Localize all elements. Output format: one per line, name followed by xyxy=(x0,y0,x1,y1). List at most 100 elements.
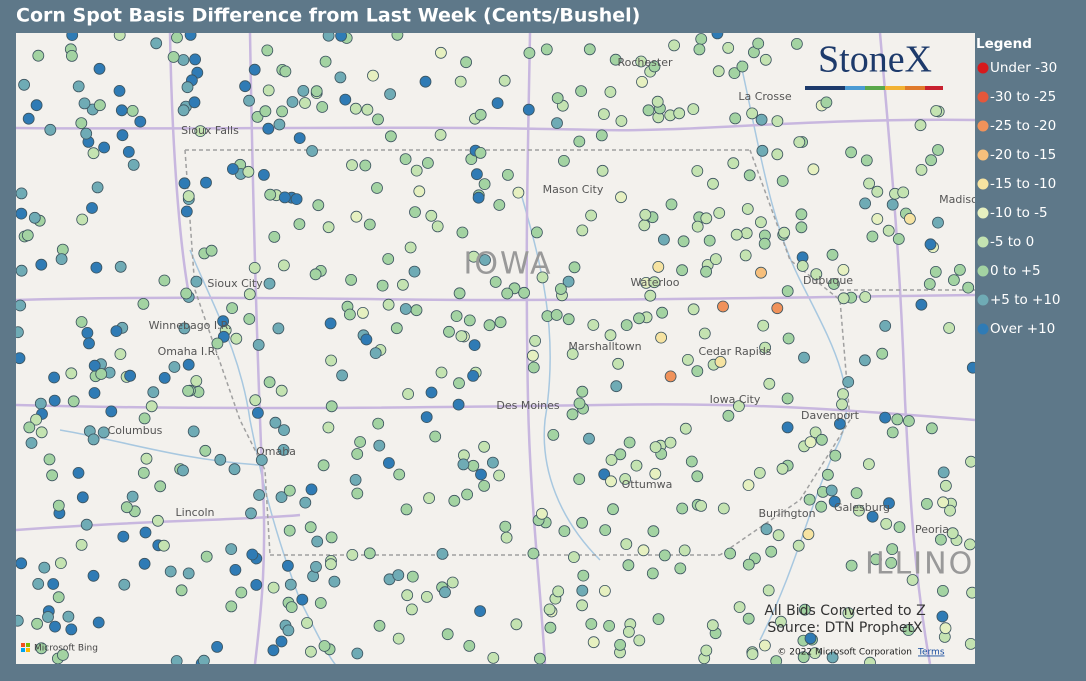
bid-dot xyxy=(410,304,423,317)
bid-dot xyxy=(259,105,272,118)
bid-dot xyxy=(46,469,58,482)
bid-dot xyxy=(91,181,104,194)
legend-swatch xyxy=(977,62,989,74)
bid-dot xyxy=(421,157,434,169)
bid-dot xyxy=(778,226,791,239)
bid-dot xyxy=(319,55,332,68)
ms-logo xyxy=(26,643,30,647)
legend-swatch xyxy=(977,149,989,161)
bid-dot xyxy=(740,227,753,240)
legend-label: Over +10 xyxy=(990,321,1055,337)
bid-dot xyxy=(182,190,195,203)
bid-dot xyxy=(30,99,43,112)
bid-dot xyxy=(771,302,784,315)
bid-dot xyxy=(691,365,704,378)
bid-dot xyxy=(880,518,893,530)
bid-dot xyxy=(771,148,784,161)
bid-dot xyxy=(646,567,659,580)
bid-dot xyxy=(510,618,523,631)
bid-dot xyxy=(248,63,261,76)
bid-dot xyxy=(382,457,395,469)
bid-dot xyxy=(886,543,899,555)
bid-dot xyxy=(318,640,331,652)
bid-dot xyxy=(16,352,26,365)
bid-dot xyxy=(637,544,650,557)
bid-dot xyxy=(404,241,417,254)
bid-dot xyxy=(610,380,623,393)
bid-dot xyxy=(145,400,158,413)
bid-dot xyxy=(361,103,374,116)
bid-dot xyxy=(35,258,48,271)
bid-dot xyxy=(229,564,242,576)
bid-dot xyxy=(105,405,118,418)
place-label: Iowa City xyxy=(710,393,761,406)
bid-dot xyxy=(630,459,643,472)
bid-dot xyxy=(226,302,239,315)
bid-dot xyxy=(328,575,341,588)
bid-dot xyxy=(55,557,67,569)
bid-dot xyxy=(722,42,735,54)
bid-dot xyxy=(47,578,60,590)
bid-dot xyxy=(932,144,944,156)
map: Rochester La Crosse Sioux Falls Mason Ci… xyxy=(16,33,975,664)
bid-dot xyxy=(226,163,239,175)
bid-dot xyxy=(178,177,191,190)
bid-dot xyxy=(799,603,811,616)
bid-dot xyxy=(828,278,840,290)
bid-dot xyxy=(278,191,291,204)
bid-dot xyxy=(94,99,106,112)
bid-dot xyxy=(810,268,823,281)
bid-dot xyxy=(795,208,808,221)
bid-dot xyxy=(547,428,560,441)
bid-dot xyxy=(312,199,325,212)
bid-dot xyxy=(281,559,294,572)
bid-dot xyxy=(730,228,743,241)
bid-dot xyxy=(615,191,627,204)
bid-dot xyxy=(32,49,45,62)
bid-dot xyxy=(700,212,713,225)
bid-dot xyxy=(190,275,203,288)
bid-dot xyxy=(966,361,975,374)
bid-dot xyxy=(658,233,670,246)
bid-dot xyxy=(915,163,928,176)
bid-dot xyxy=(23,421,36,434)
bid-dot xyxy=(522,103,535,116)
place-label: Sioux City xyxy=(207,277,263,290)
bid-dot xyxy=(652,613,665,625)
bid-dot xyxy=(478,178,491,191)
bid-dot xyxy=(891,413,904,426)
terms-link[interactable]: Terms xyxy=(917,648,945,658)
map-background xyxy=(16,33,975,664)
legend-label: +5 to +10 xyxy=(990,292,1061,308)
bid-dot xyxy=(937,496,949,509)
bid-dot xyxy=(76,213,89,226)
legend-label: -15 to -10 xyxy=(990,176,1056,192)
bid-dot xyxy=(86,202,98,214)
bid-dot xyxy=(866,510,879,523)
bid-dot xyxy=(463,640,476,652)
bid-dot xyxy=(568,551,580,563)
bid-dot xyxy=(450,310,463,323)
bid-dot xyxy=(765,545,778,558)
bid-dot xyxy=(863,458,875,471)
place-label: Sioux Falls xyxy=(181,124,239,137)
bid-dot xyxy=(828,495,841,508)
place-label: Galesburg xyxy=(834,501,890,514)
bid-dot xyxy=(151,514,164,527)
bid-dot xyxy=(16,614,24,627)
bid-dot xyxy=(363,218,376,231)
bid-dot xyxy=(573,473,586,486)
bid-dot xyxy=(114,260,127,273)
bid-dot xyxy=(463,314,476,327)
bid-dot xyxy=(665,198,678,211)
bid-dot xyxy=(434,128,447,141)
bid-dot xyxy=(310,85,323,98)
bid-dot xyxy=(349,473,362,486)
bid-dot xyxy=(441,628,454,641)
bid-dot xyxy=(603,620,615,632)
bid-dot xyxy=(903,415,915,427)
bid-dot xyxy=(822,468,834,481)
bid-dot xyxy=(184,33,197,41)
bid-dot xyxy=(290,193,303,206)
bid-dot xyxy=(596,164,609,177)
